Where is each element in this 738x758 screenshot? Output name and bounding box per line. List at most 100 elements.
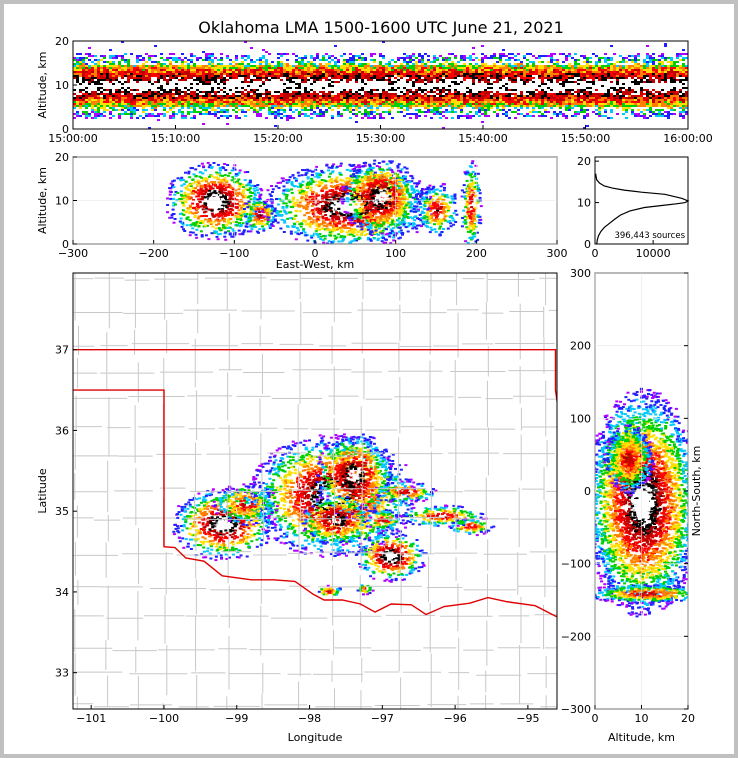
time-height-cell	[427, 73, 430, 75]
time-height-cell	[256, 69, 259, 71]
time-height-cell	[505, 99, 508, 101]
time-height-cell	[388, 71, 391, 73]
time-height-cell	[631, 91, 634, 93]
time-height-cell	[622, 105, 625, 107]
time-height-cell	[385, 73, 388, 75]
time-height-cell	[310, 97, 313, 99]
time-height-cell	[358, 57, 361, 59]
time-height-cell	[238, 75, 241, 77]
time-height-cell	[481, 113, 484, 115]
time-height-cell	[499, 87, 502, 89]
time-height-cell	[109, 55, 112, 57]
time-height-cell	[430, 69, 433, 71]
time-height-cell	[439, 65, 442, 67]
time-height-cell	[136, 83, 139, 85]
time-height-cell	[529, 93, 532, 95]
time-height-cell	[190, 55, 193, 57]
time-height-cell	[247, 79, 250, 81]
time-height-cell	[421, 89, 424, 91]
time-height-cell	[583, 77, 586, 79]
time-height-cell	[280, 67, 283, 69]
time-height-cell	[112, 71, 115, 73]
time-height-cell	[511, 69, 514, 71]
time-height-cell	[316, 103, 319, 105]
time-height-cell	[127, 99, 130, 101]
time-height-cell	[289, 89, 292, 91]
time-height-cell	[349, 71, 352, 73]
time-height-cell	[256, 67, 259, 69]
time-height-cell	[250, 87, 253, 89]
time-height-cell	[109, 107, 112, 109]
time-height-cell	[454, 73, 457, 75]
time-height-cell	[472, 97, 475, 99]
time-height-cell	[298, 79, 301, 81]
time-height-cell	[154, 73, 157, 75]
time-height-cell	[616, 83, 619, 85]
time-height-cell	[181, 95, 184, 97]
time-height-cell	[262, 69, 265, 71]
time-height-cell	[427, 109, 430, 111]
time-height-cell	[412, 81, 415, 83]
time-height-cell	[76, 105, 79, 107]
time-height-cell	[583, 95, 586, 97]
time-height-cell	[394, 77, 397, 79]
time-height-cell	[205, 109, 208, 111]
time-height-cell	[415, 101, 418, 103]
time-height-cell	[622, 101, 625, 103]
time-height-cell	[421, 101, 424, 103]
time-height-cell	[430, 79, 433, 81]
time-height-cell	[148, 55, 151, 57]
time-height-cell	[490, 71, 493, 73]
time-height-cell	[364, 113, 367, 115]
time-height-cell	[193, 101, 196, 103]
time-height-cell	[385, 103, 388, 105]
time-height-cell	[463, 89, 466, 91]
time-height-cell	[199, 99, 202, 101]
time-height-cell	[385, 85, 388, 87]
time-height-cell	[550, 97, 553, 99]
time-height-cell	[229, 105, 232, 107]
time-height-cell	[469, 95, 472, 97]
time-height-cell	[553, 111, 556, 113]
time-height-cell	[277, 87, 280, 89]
time-height-cell	[511, 81, 514, 83]
time-height-cell	[553, 91, 556, 93]
time-height-cell	[379, 75, 382, 77]
time-height-cell	[217, 89, 220, 91]
time-height-cell	[595, 113, 598, 115]
time-height-cell	[469, 93, 472, 95]
time-height-cell	[616, 95, 619, 97]
time-height-cell	[415, 93, 418, 95]
time-height-cell	[604, 111, 607, 113]
time-height-cell	[301, 73, 304, 75]
time-height-cell	[430, 95, 433, 97]
time-height-cell	[91, 97, 94, 99]
time-height-cell	[184, 69, 187, 71]
time-height-cell	[466, 95, 469, 97]
time-height-cell	[100, 55, 103, 57]
time-height-cell	[634, 103, 637, 105]
time-height-cell	[136, 65, 139, 67]
time-height-cell	[568, 73, 571, 75]
time-height-cell	[388, 93, 391, 95]
time-height-cell	[157, 113, 160, 115]
time-height-cell	[220, 53, 223, 55]
time-height-cell	[394, 97, 397, 99]
time-height-cell	[94, 79, 97, 81]
time-height-cell	[178, 87, 181, 89]
time-height-cell	[517, 99, 520, 101]
time-height-cell	[139, 55, 142, 57]
time-height-cell	[445, 65, 448, 67]
time-height-cell	[232, 69, 235, 71]
time-height-cell	[625, 97, 628, 99]
time-height-cell	[457, 105, 460, 107]
time-height-cell	[145, 87, 148, 89]
time-height-cell	[508, 67, 511, 69]
time-height-cell	[160, 101, 163, 103]
time-height-cell	[181, 101, 184, 103]
time-height-cell	[625, 69, 628, 71]
time-height-cell	[79, 115, 82, 117]
time-height-cell	[616, 113, 619, 115]
time-height-cell	[514, 73, 517, 75]
time-height-cell	[400, 75, 403, 77]
